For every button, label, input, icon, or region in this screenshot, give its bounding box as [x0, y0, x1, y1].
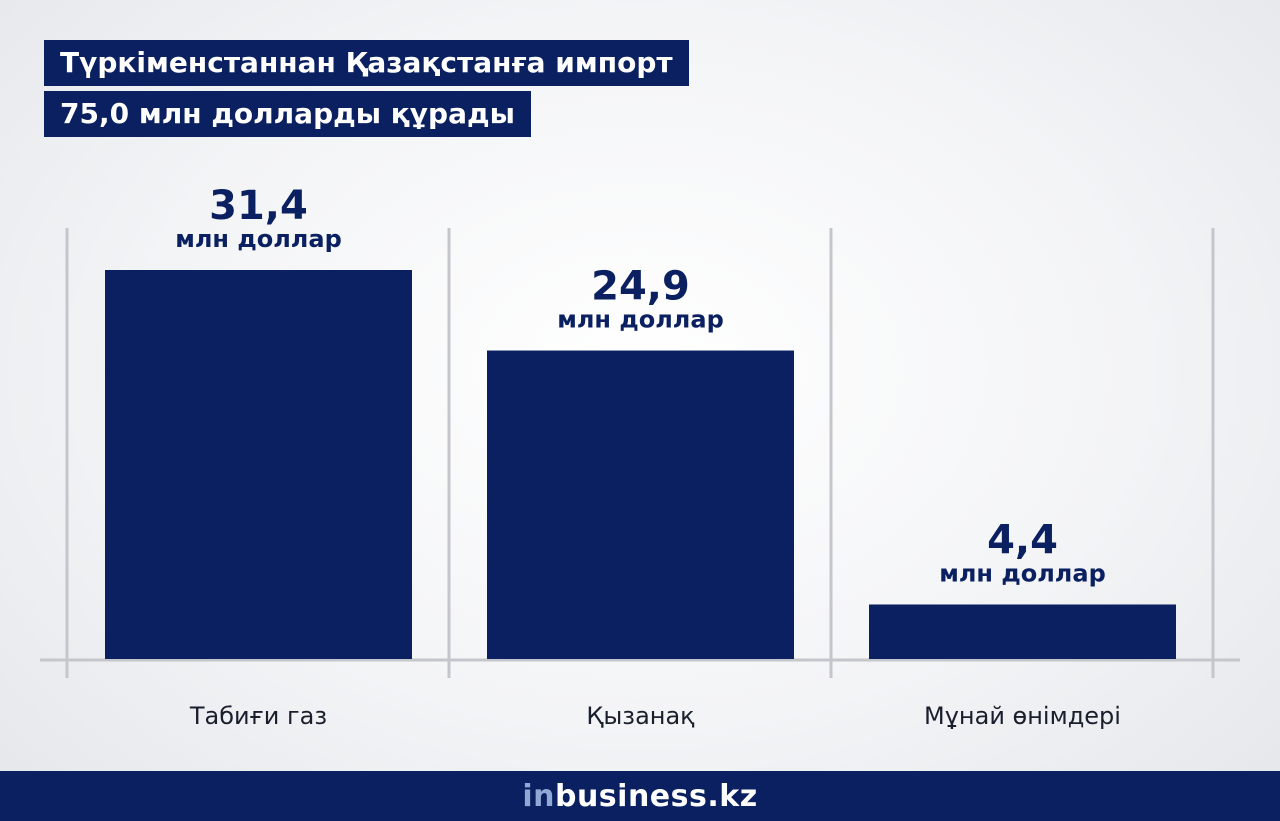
title-line-1: Түркіменстаннан Қазақстанға импорт [44, 40, 689, 86]
footer-bar: inbusiness.kz [0, 771, 1280, 821]
data-label-unit: млн доллар [175, 225, 342, 253]
bar [487, 350, 794, 659]
bar [105, 270, 412, 659]
category-label: Табиғи газ [189, 702, 327, 730]
brand-logo[interactable]: inbusiness.kz [522, 779, 757, 814]
data-label-unit: млн доллар [557, 306, 724, 334]
title-line-2: 75,0 млн долларды құрады [44, 91, 531, 137]
brand-prefix: in [522, 778, 555, 814]
brand-suffix: business.kz [554, 778, 758, 814]
bar [869, 604, 1176, 659]
category-label: Қызанақ [586, 702, 695, 730]
data-label-value: 4,4 [987, 517, 1058, 563]
data-label-value: 31,4 [209, 183, 308, 229]
category-label: Мұнай өнімдері [924, 702, 1121, 730]
data-label-unit: млн доллар [939, 559, 1106, 587]
data-label-value: 24,9 [591, 264, 690, 310]
